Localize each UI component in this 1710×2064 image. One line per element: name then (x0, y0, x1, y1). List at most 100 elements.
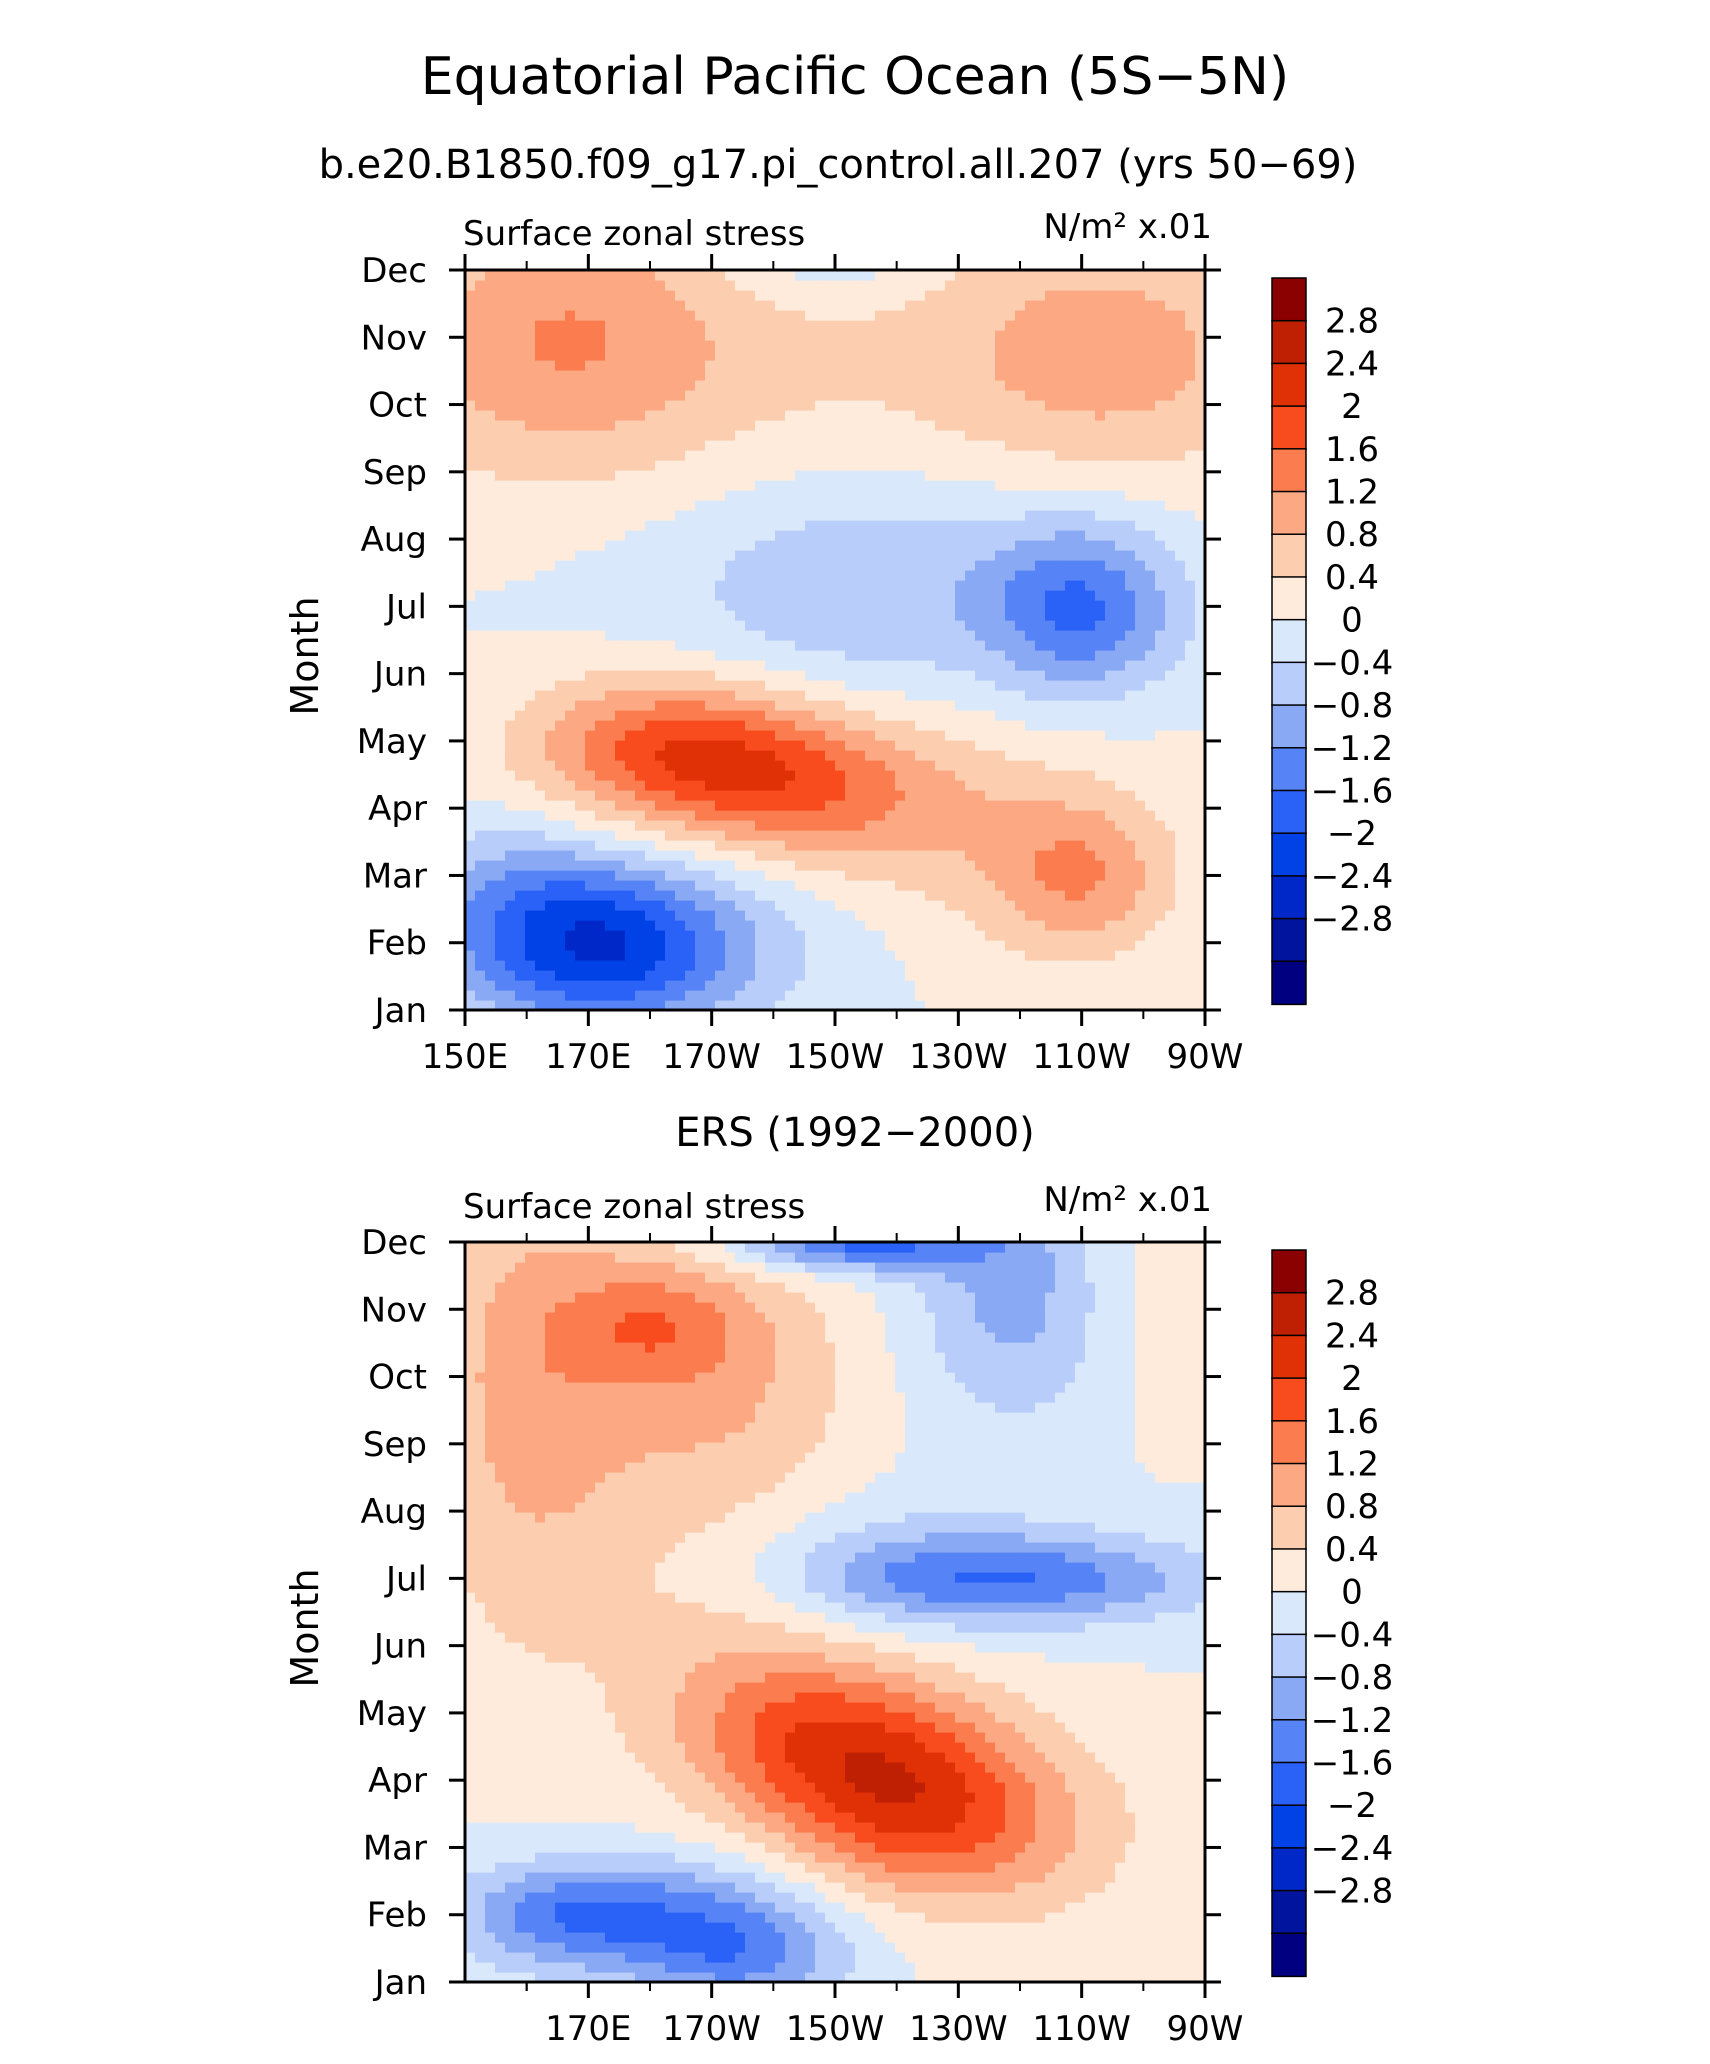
contour-cell (1115, 780, 1126, 791)
contour-cell (765, 420, 776, 431)
contour-cell (555, 630, 566, 641)
contour-cell (695, 470, 706, 481)
contour-cell (465, 940, 476, 951)
contour-cell (795, 400, 806, 411)
contour-cell (875, 850, 886, 861)
contour-cell (1175, 920, 1186, 931)
contour-cell (465, 600, 476, 611)
contour-cell (495, 470, 506, 481)
contour-cell (925, 930, 936, 941)
contour-cell (725, 760, 736, 771)
contour-cell (995, 550, 1006, 561)
contour-cell (645, 690, 656, 701)
contour-cell (885, 760, 896, 771)
contour-cell (565, 350, 576, 361)
contour-cell (545, 620, 556, 631)
contour-cell (815, 660, 826, 671)
contour-cell (985, 560, 996, 571)
contour-cell (1115, 470, 1126, 481)
contour-cell (695, 540, 706, 551)
contour-cell (525, 560, 536, 571)
contour-cell (665, 530, 676, 541)
contour-cell (485, 430, 496, 441)
contour-cell (1125, 990, 1136, 1001)
contour-cell (505, 820, 516, 831)
contour-cell (505, 780, 516, 791)
contour-cell (905, 340, 916, 351)
contour-cell (1135, 410, 1146, 421)
contour-cell (1155, 910, 1166, 921)
contour-cell (685, 920, 696, 931)
contour-cell (1165, 830, 1176, 841)
contour-cell (665, 950, 676, 961)
contour-cell (645, 810, 656, 821)
contour-cell (785, 570, 796, 581)
contour-cell (735, 810, 746, 821)
contour-cell (1095, 730, 1106, 741)
contour-cell (675, 380, 686, 391)
contour-cell (495, 390, 506, 401)
contour-cell (915, 470, 926, 481)
contour-cell (1135, 850, 1146, 861)
contour-cell (895, 500, 906, 511)
contour-cell (1175, 530, 1186, 541)
contour-cell (1045, 480, 1056, 491)
contour-cell (855, 490, 866, 501)
contour-cell (1015, 820, 1026, 831)
contour-cell (885, 420, 896, 431)
contour-cell (465, 950, 476, 961)
contour-cell (945, 620, 956, 631)
contour-cell (525, 400, 536, 411)
contour-cell (925, 420, 936, 431)
contour-cell (1175, 520, 1186, 531)
contour-cell (485, 830, 496, 841)
contour-cell (895, 920, 906, 931)
contour-cell (925, 910, 936, 921)
contour-cell (555, 400, 566, 411)
contour-cell (645, 640, 656, 651)
contour-cell (1025, 520, 1036, 531)
contour-cell (1195, 380, 1206, 391)
contour-cell (525, 490, 536, 501)
contour-cell (765, 800, 776, 811)
contour-cell (515, 900, 526, 911)
contour-cell (645, 740, 656, 751)
contour-cell (655, 760, 666, 771)
contour-cell (1065, 970, 1076, 981)
contour-cell (1035, 680, 1046, 691)
contour-cell (685, 850, 696, 861)
contour-cell (805, 560, 816, 571)
contour-cell (465, 430, 476, 441)
contour-cell (735, 940, 746, 951)
contour-cell (915, 490, 926, 501)
contour-cell (595, 710, 606, 721)
contour-cell (1165, 730, 1176, 741)
contour-cell (615, 570, 626, 581)
contour-cell (855, 350, 866, 361)
contour-cell (805, 390, 816, 401)
contour-cell (715, 370, 726, 381)
contour-cell (795, 430, 806, 441)
contour-cell (705, 820, 716, 831)
contour-cell (1115, 510, 1126, 521)
contour-cell (885, 600, 896, 611)
contour-cell (715, 510, 726, 521)
contour-cell (715, 880, 726, 891)
contour-cell (1195, 820, 1206, 831)
contour-cell (705, 520, 716, 531)
contour-cell (1005, 640, 1016, 651)
contour-cell (665, 730, 676, 741)
contour-cell (645, 570, 656, 581)
contour-cell (855, 650, 866, 661)
contour-cell (1125, 640, 1136, 651)
contour-cell (1055, 410, 1066, 421)
contour-cell (1105, 700, 1116, 711)
contour-cell (555, 660, 566, 671)
contour-cell (785, 790, 796, 801)
contour-cell (1185, 660, 1196, 671)
contour-cell (755, 750, 766, 761)
contour-cell (685, 750, 696, 761)
contour-cell (665, 680, 676, 691)
contour-cell (1155, 740, 1166, 751)
contour-cell (605, 410, 616, 421)
